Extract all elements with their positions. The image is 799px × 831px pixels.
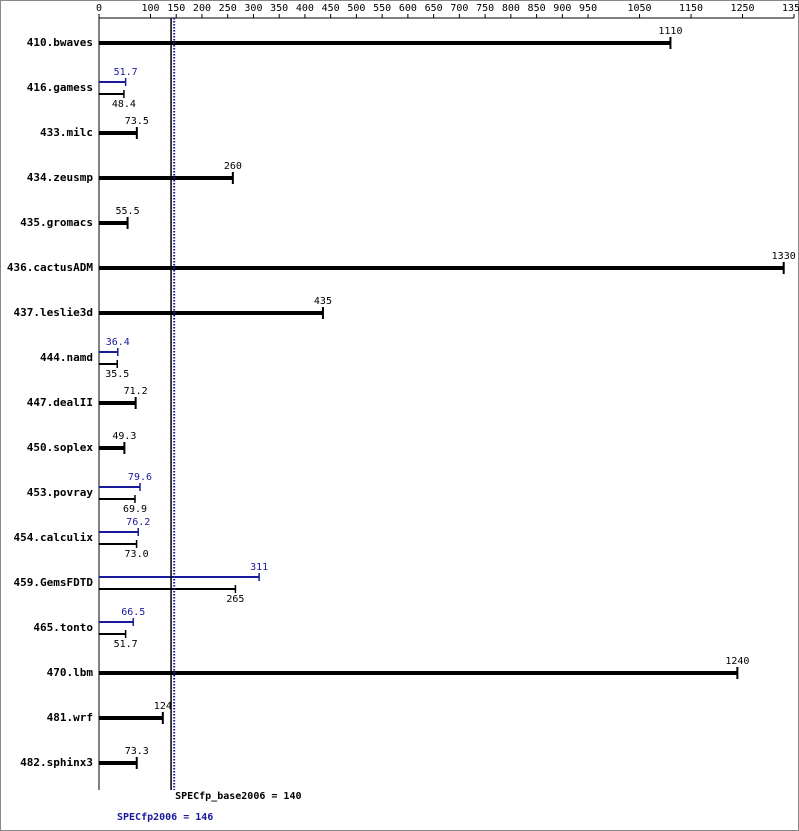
value-label: 35.5 [105, 369, 129, 380]
category-label: 437.leslie3d [14, 306, 93, 319]
bar [99, 311, 323, 315]
value-label: 48.4 [112, 99, 136, 110]
bar [99, 41, 671, 45]
bar [99, 671, 738, 675]
x-tick-label: 900 [553, 3, 571, 14]
category-label: 453.povray [27, 486, 94, 499]
bar [99, 446, 125, 450]
bar [99, 543, 137, 545]
x-tick-label: 700 [450, 3, 468, 14]
x-tick-label: 300 [244, 3, 262, 14]
category-label: 482.sphinx3 [20, 756, 93, 769]
value-label: 124 [154, 701, 172, 712]
value-label: 79.6 [128, 472, 152, 483]
bar [99, 716, 163, 720]
category-label: 450.soplex [27, 441, 94, 454]
x-tick-label: 100 [141, 3, 159, 14]
x-tick-label: 650 [425, 3, 443, 14]
x-tick-label: 800 [502, 3, 520, 14]
bar [99, 486, 140, 488]
bar [99, 131, 137, 135]
x-tick-label: 1050 [628, 3, 652, 14]
value-label: 71.2 [124, 386, 148, 397]
value-label: 66.5 [121, 607, 145, 618]
x-tick-label: 950 [579, 3, 597, 14]
x-tick-label: 400 [296, 3, 314, 14]
value-label: 76.2 [126, 517, 150, 528]
category-label: 433.milc [40, 126, 93, 139]
value-label: 51.7 [114, 67, 138, 78]
value-label: 1110 [658, 26, 682, 37]
x-tick-label: 1250 [730, 3, 754, 14]
value-label: 260 [224, 161, 242, 172]
category-label: 447.dealII [27, 396, 93, 409]
bar [99, 221, 128, 225]
bar [99, 176, 233, 180]
x-tick-label: 1150 [679, 3, 703, 14]
value-label: 73.5 [125, 116, 149, 127]
value-label: 36.4 [106, 337, 130, 348]
bar [99, 621, 134, 623]
reference-label: SPECfp2006 = 146 [117, 812, 213, 823]
category-label: 416.gamess [27, 81, 93, 94]
category-label: 434.zeusmp [27, 171, 94, 184]
x-tick-label: 450 [322, 3, 340, 14]
category-label: 410.bwaves [27, 36, 93, 49]
bar [99, 93, 124, 95]
bar [99, 401, 136, 405]
value-label: 1240 [725, 656, 749, 667]
x-tick-label: 0 [96, 3, 102, 14]
bar [99, 633, 126, 635]
value-label: 435 [314, 296, 332, 307]
category-label: 465.tonto [33, 621, 93, 634]
bar [99, 351, 118, 353]
bar [99, 498, 135, 500]
category-label: 470.lbm [47, 666, 94, 679]
bar [99, 363, 118, 365]
value-label: 49.3 [112, 431, 136, 442]
category-label: 436.cactusADM [7, 261, 93, 274]
value-label: 51.7 [114, 639, 138, 650]
bar [99, 266, 784, 270]
bar [99, 81, 126, 83]
value-label: 73.0 [125, 549, 149, 560]
x-tick-label: 500 [347, 3, 365, 14]
bar [99, 576, 260, 578]
x-tick-label: 600 [399, 3, 417, 14]
category-label: 444.namd [40, 351, 93, 364]
x-tick-label: 1350 [782, 3, 799, 14]
x-tick-label: 150 [167, 3, 185, 14]
bar [99, 588, 236, 590]
value-label: 55.5 [116, 206, 140, 217]
x-tick-label: 250 [219, 3, 237, 14]
bar [99, 531, 139, 533]
category-label: 454.calculix [14, 531, 94, 544]
category-label: 459.GemsFDTD [14, 576, 94, 589]
value-label: 265 [226, 594, 244, 605]
value-label: 311 [250, 562, 268, 573]
bar [99, 761, 137, 765]
category-label: 435.gromacs [20, 216, 93, 229]
value-label: 73.3 [125, 746, 149, 757]
value-label: 69.9 [123, 504, 147, 515]
category-label: 481.wrf [47, 711, 93, 724]
value-label: 1330 [772, 251, 796, 262]
x-tick-label: 550 [373, 3, 391, 14]
x-tick-label: 850 [528, 3, 546, 14]
reference-label: SPECfp_base2006 = 140 [175, 791, 301, 802]
x-tick-label: 200 [193, 3, 211, 14]
x-tick-label: 750 [476, 3, 494, 14]
x-tick-label: 350 [270, 3, 288, 14]
